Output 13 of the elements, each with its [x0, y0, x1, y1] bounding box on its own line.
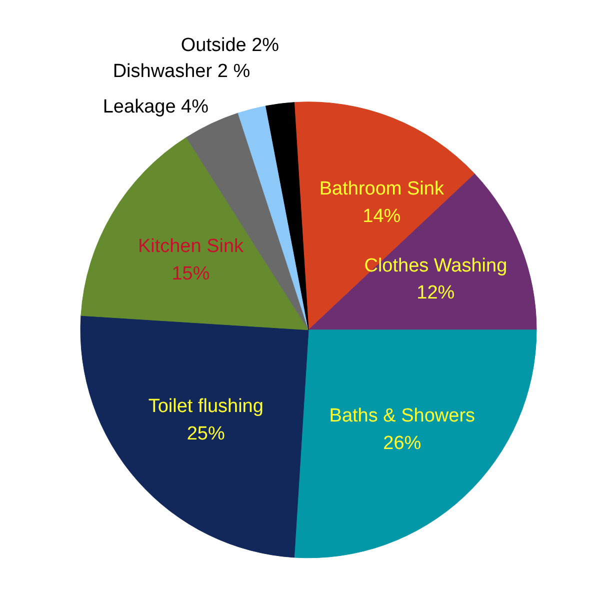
slice-label: Kitchen Sink: [138, 236, 244, 258]
slice-label: Bathroom Sink: [319, 178, 444, 200]
slice-label: Outside 2%: [180, 34, 280, 56]
data-label: 26%: [383, 432, 422, 454]
data-label: 25%: [186, 424, 226, 445]
slice-label: Dishwasher 2 %: [112, 60, 250, 82]
data-label: 15%: [172, 263, 210, 284]
data-label: 14%: [362, 206, 401, 227]
slice-label: Leakage 4%: [102, 96, 209, 118]
slice-label: Clothes Washing: [364, 255, 508, 276]
slice-label: Baths & Showers: [329, 405, 476, 426]
slice-label: Toilet flushing: [148, 396, 264, 418]
data-label: 12%: [416, 282, 455, 304]
